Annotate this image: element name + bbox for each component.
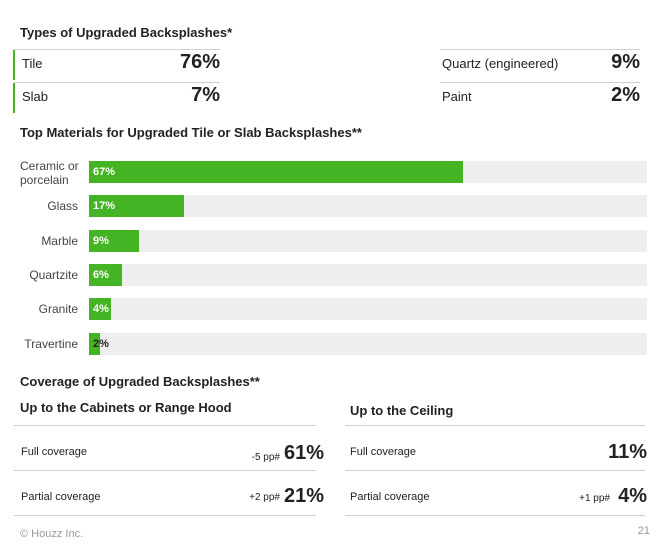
type-label-quartz: Quartz (engineered) bbox=[442, 56, 559, 71]
divider bbox=[14, 49, 220, 50]
coverage-right-full-label: Full coverage bbox=[350, 446, 417, 458]
accent-bar bbox=[13, 83, 15, 113]
materials-bar-chart: Ceramic or porcelain 67% Glass 17% Marble 9% Q… bbox=[0, 150, 667, 360]
category-label: Granite bbox=[38, 302, 78, 317]
category-label: Glass bbox=[47, 199, 78, 214]
coverage-left-partial-label: Partial coverage bbox=[21, 491, 101, 503]
bar bbox=[89, 332, 101, 355]
coverage-right-partial-value: 4% bbox=[618, 485, 647, 507]
divider bbox=[345, 515, 645, 516]
bar-value-label: 17% bbox=[93, 200, 116, 213]
page-number: 21 bbox=[637, 525, 650, 537]
bar-track bbox=[89, 298, 647, 321]
coverage-right-full-value: 11% bbox=[608, 441, 647, 463]
category-label: Ceramic or porcelain bbox=[20, 159, 79, 187]
divider bbox=[14, 470, 316, 471]
type-label-slab: Slab bbox=[22, 89, 49, 104]
coverage-left-full-label: Full coverage bbox=[21, 446, 88, 458]
divider bbox=[345, 425, 645, 426]
type-value-quartz: 9% bbox=[611, 51, 640, 73]
category-label: Marble bbox=[41, 233, 78, 248]
bar-track bbox=[89, 263, 647, 286]
bar-value-label: 9% bbox=[93, 234, 109, 247]
bar-track bbox=[89, 229, 647, 252]
materials-title: Top Materials for Upgraded Tile or Slab … bbox=[20, 125, 362, 140]
bar bbox=[89, 195, 184, 218]
divider bbox=[345, 470, 645, 471]
coverage-left-full-value: 61% bbox=[283, 442, 324, 464]
bar-track bbox=[89, 332, 647, 355]
bar bbox=[89, 229, 140, 252]
bar-value-label: 4% bbox=[93, 303, 109, 316]
category-label: Travertine bbox=[24, 336, 78, 351]
type-label-tile: Tile bbox=[22, 56, 43, 71]
coverage-title: Coverage of Upgraded Backsplashes** bbox=[20, 374, 260, 389]
type-value-paint: 2% bbox=[611, 84, 640, 106]
divider bbox=[14, 82, 220, 83]
coverage-left-partial-value: 21% bbox=[283, 485, 324, 507]
bar bbox=[89, 161, 463, 183]
bar-track bbox=[89, 195, 647, 218]
divider bbox=[14, 515, 316, 516]
divider bbox=[14, 425, 316, 426]
bar-value-label: 67% bbox=[93, 166, 116, 178]
type-value-tile: 76% bbox=[179, 51, 220, 73]
category-label: Quartzite bbox=[29, 267, 78, 282]
bar-value-label: 2% bbox=[93, 337, 109, 350]
divider bbox=[440, 49, 640, 50]
coverage-left-full-delta: -5 pp# bbox=[251, 452, 280, 463]
bar bbox=[89, 298, 112, 321]
coverage-left-partial-delta: +2 pp# bbox=[249, 492, 280, 503]
types-title: Types of Upgraded Backsplashes* bbox=[20, 25, 233, 40]
coverage-right-partial-delta: +1 pp# bbox=[579, 493, 610, 504]
type-value-slab: 7% bbox=[191, 84, 220, 106]
bar-value-label: 6% bbox=[93, 268, 109, 281]
copyright: © Houzz Inc. bbox=[20, 528, 84, 540]
coverage-right-partial-label: Partial coverage bbox=[350, 491, 430, 503]
divider bbox=[440, 82, 640, 83]
coverage-right-title: Up to the Ceiling bbox=[350, 403, 454, 418]
bar bbox=[89, 263, 123, 286]
coverage-left-title: Up to the Cabinets or Range Hood bbox=[20, 400, 232, 415]
type-label-paint: Paint bbox=[442, 89, 472, 104]
accent-bar bbox=[13, 50, 15, 80]
